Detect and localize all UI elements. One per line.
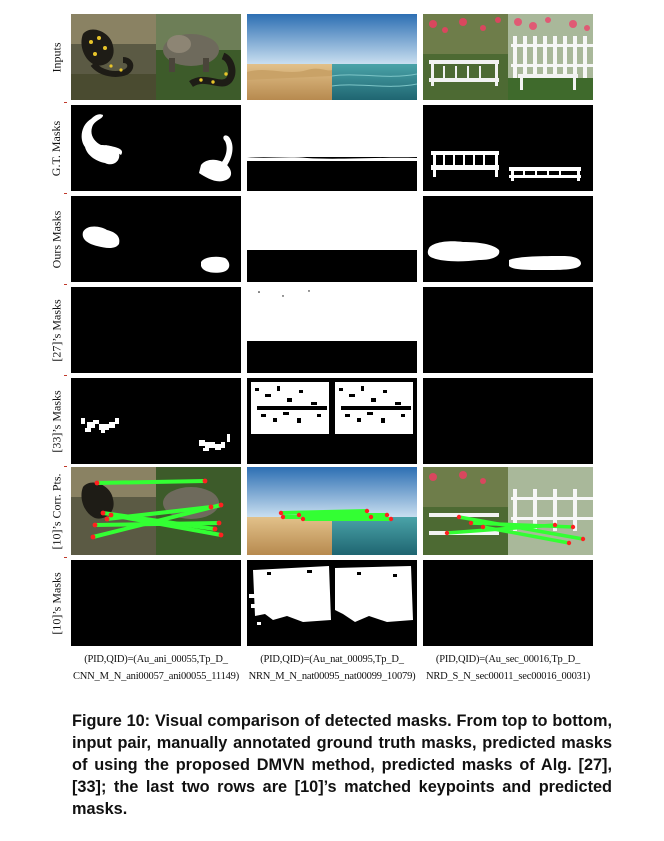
row-label-gt: G.T. Masks: [49, 120, 64, 176]
alg33-mask-animal: [71, 378, 241, 464]
alg27-mask-garden: [423, 287, 593, 373]
figure-caption-label: Figure 10:: [72, 712, 151, 730]
row-separator: [64, 557, 67, 558]
input-pair-animal: [71, 14, 241, 100]
column-caption-animal: (PID,QID)=(Au_ani_00055,Tp_D_ CNN_M_N_an…: [72, 654, 240, 682]
ours-mask-garden: [423, 196, 593, 282]
alg33-mask-garden: [423, 378, 593, 464]
alg33-mask-nature: [247, 378, 417, 464]
alg10-mask-nature: [247, 560, 417, 646]
gt-mask-nature: [247, 105, 417, 191]
figure-caption: Figure 10: Visual comparison of detected…: [72, 710, 612, 820]
alg27-mask-nature: [247, 287, 417, 373]
row-separator: [64, 284, 67, 285]
row-separator: [64, 466, 67, 467]
row-separator: [64, 375, 67, 376]
corr10-garden: [423, 467, 593, 555]
alg27-mask-animal: [71, 287, 241, 373]
ours-mask-animal: [71, 196, 241, 282]
figure-caption-text: Visual comparison of detected masks. Fro…: [72, 712, 613, 818]
row-label-10: [10]’s Masks: [49, 571, 64, 635]
row-label-27: [27]’s Masks: [49, 298, 64, 362]
column-caption-garden: (PID,QID)=(Au_sec_00016,Tp_D_ NRD_S_N_se…: [425, 654, 591, 682]
corr10-nature: [247, 467, 417, 555]
input-pair-nature: [247, 14, 417, 100]
gt-mask-animal: [71, 105, 241, 191]
row-label-corr10: [10]’s Corr. Pts.: [49, 472, 64, 550]
row-label-33: [33]’s Masks: [49, 389, 64, 453]
figure-grid: Inputs G.T. Masks Ours Masks [27]’s Mask…: [49, 14, 593, 682]
gt-mask-garden: [423, 105, 593, 191]
corr10-animal: [71, 467, 241, 555]
input-pair-garden: [423, 14, 593, 100]
row-separator: [64, 193, 67, 194]
column-caption-nature: (PID,QID)=(Au_nat_00095,Tp_D_ NRN_M_N_na…: [248, 654, 416, 682]
row-separator: [64, 102, 67, 103]
alg10-mask-garden: [423, 560, 593, 646]
row-label-inputs: Inputs: [49, 42, 64, 72]
alg10-mask-animal: [71, 560, 241, 646]
row-label-ours: Ours Masks: [49, 210, 64, 268]
ours-mask-nature: [247, 196, 417, 282]
